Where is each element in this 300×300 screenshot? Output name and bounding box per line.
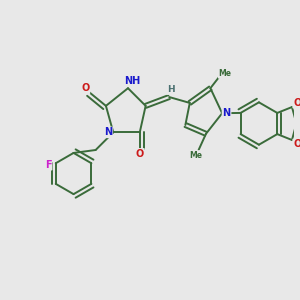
Text: H: H — [167, 85, 175, 94]
Text: Me: Me — [189, 151, 202, 160]
Text: F: F — [45, 160, 52, 170]
Text: N: N — [223, 108, 231, 118]
Text: O: O — [136, 149, 144, 159]
Text: O: O — [293, 140, 300, 149]
Text: O: O — [81, 83, 89, 93]
Text: NH: NH — [124, 76, 140, 86]
Text: N: N — [104, 127, 112, 137]
Text: Me: Me — [219, 69, 232, 78]
Text: O: O — [293, 98, 300, 108]
